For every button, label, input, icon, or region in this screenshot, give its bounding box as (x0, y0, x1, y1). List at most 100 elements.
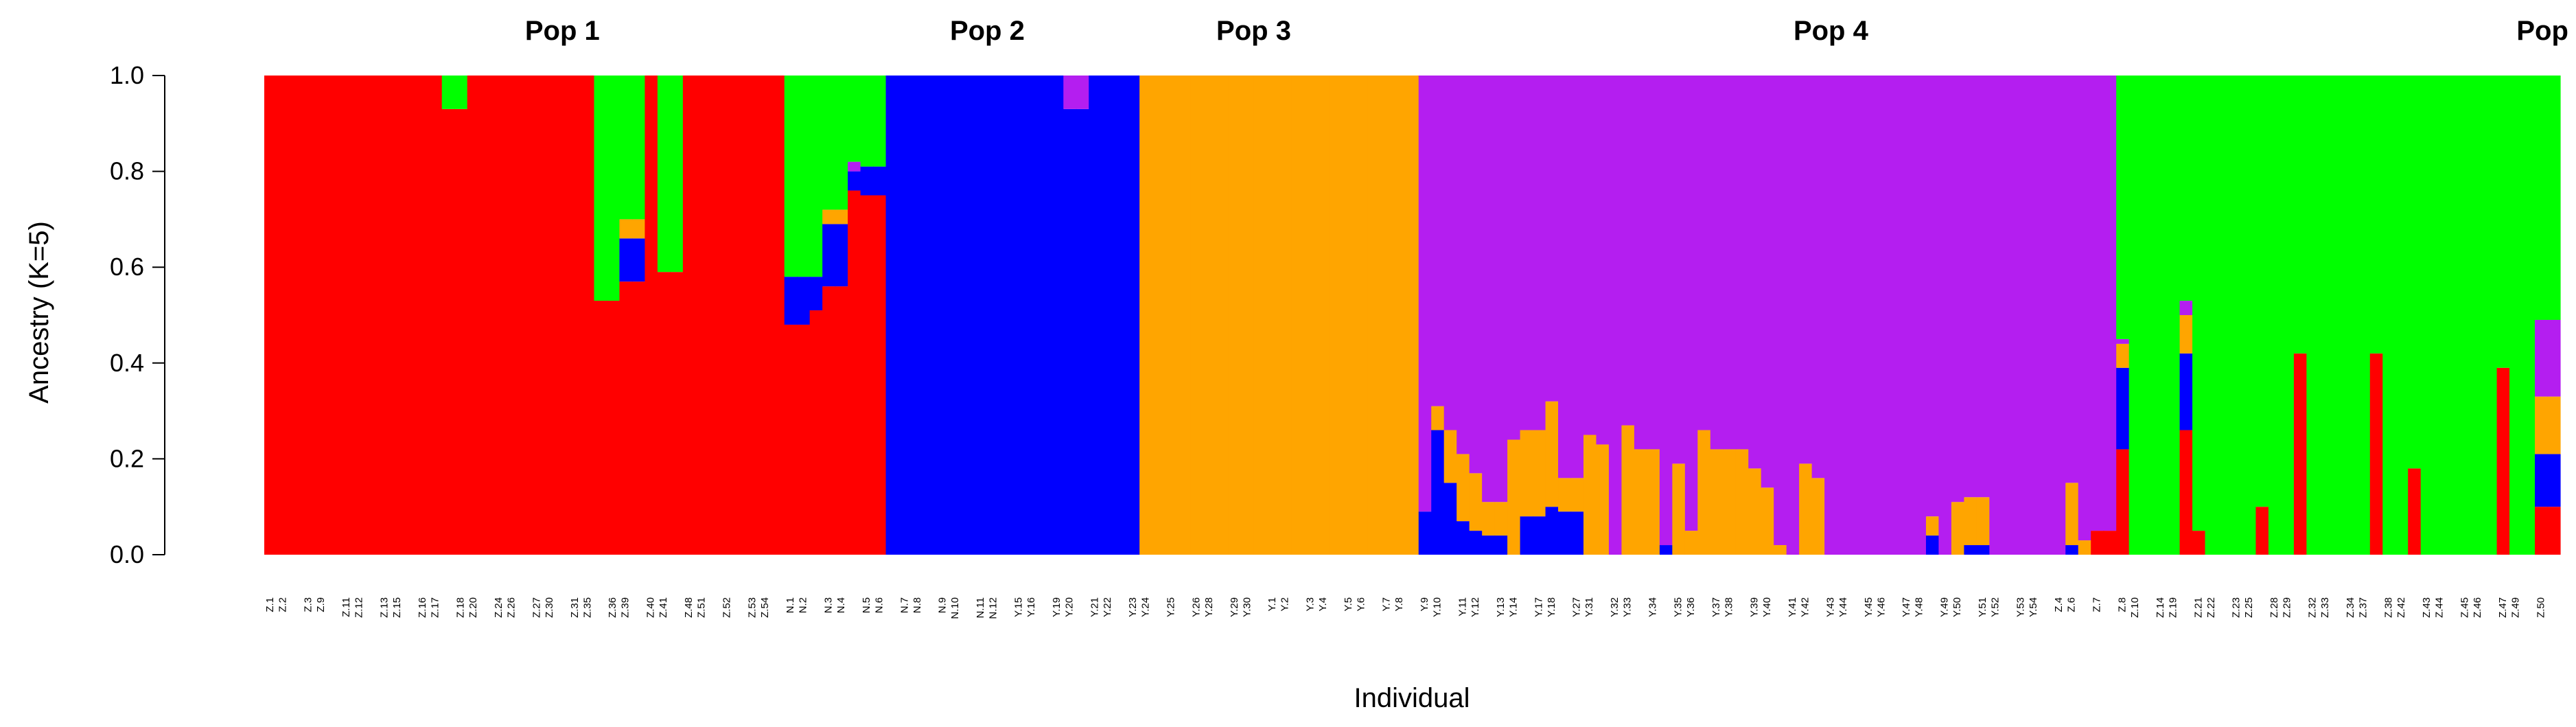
individual-label: Z.32 (2307, 597, 2319, 618)
bar-segment (2116, 76, 2130, 339)
individual-label: N.5 (861, 597, 872, 613)
bar-segment (568, 76, 582, 555)
individual-label: Y.31 (1583, 597, 1595, 617)
bar-segment (1723, 76, 1737, 450)
bar-segment (2179, 315, 2193, 354)
y-axis: 0.0 0.2 0.4 0.6 0.8 1.0 (110, 61, 165, 568)
bar-segment (1469, 473, 1483, 531)
bar-segment (784, 277, 798, 325)
bar-segment (1774, 76, 1787, 546)
bar-segment (1811, 478, 1825, 555)
bar-segment (1469, 76, 1483, 474)
bar-segment (531, 76, 544, 555)
bar-segment (2027, 76, 2041, 555)
bar-segment (1520, 516, 1533, 555)
individual-label: Z.31 (569, 597, 581, 618)
bar-segment (2001, 76, 2015, 555)
bar-segment (2535, 396, 2549, 454)
population-title: Pop 1 (525, 16, 600, 46)
bar-segment (809, 277, 823, 311)
bar-segment (1583, 76, 1597, 435)
bar-segment (1152, 76, 1165, 555)
individual-label: Y.52 (1990, 597, 2001, 617)
bar-segment (1951, 502, 1965, 555)
bar-segment (2484, 76, 2498, 555)
bar-segment (1076, 76, 1089, 109)
bar-segment (2167, 76, 2181, 555)
bar-segment (936, 76, 950, 555)
bar-segment (657, 76, 671, 273)
bar-segment (404, 76, 417, 555)
individual-label: Y.20 (1063, 597, 1075, 617)
bar-segment (1266, 76, 1280, 555)
individual-label: Z.37 (2357, 597, 2369, 618)
bar-segment (860, 166, 874, 196)
individual-label: Z.10 (2129, 597, 2141, 618)
bar-segment (987, 76, 1001, 555)
bar-segment (1976, 497, 1990, 546)
bar-segment (1811, 76, 1825, 478)
bar-segment (543, 76, 557, 555)
individual-label: Y.28 (1203, 597, 1215, 617)
individual-label: N.2 (797, 597, 809, 613)
bar-segment (1697, 430, 1711, 555)
bar-segment (2255, 507, 2269, 555)
bar-segment (2255, 76, 2269, 507)
individual-label: Z.13 (379, 597, 391, 618)
bar-segment (848, 76, 861, 162)
bar-segment (631, 76, 646, 220)
bar-segment (2142, 76, 2155, 555)
bar-segment (1824, 76, 1838, 555)
bar-segment (2065, 76, 2079, 483)
bar-segment (797, 324, 811, 555)
individual-label: Y.4 (1317, 597, 1329, 612)
individual-label: Y.27 (1571, 597, 1583, 617)
individual-label: Y.24 (1139, 597, 1151, 617)
bar-segment (1228, 76, 1242, 555)
bar-segment (2547, 507, 2561, 555)
individual-label: Y.33 (1622, 597, 1634, 617)
bar-segment (1697, 76, 1711, 430)
bar-segment (454, 108, 468, 555)
bar-segment (1723, 449, 1737, 555)
y-axis-label: Ancestry (K=5) (24, 221, 54, 404)
individual-label: Y.42 (1799, 597, 1811, 617)
individual-label: N.12 (988, 597, 999, 619)
individual-label: Z.45 (2459, 597, 2470, 618)
individual-label: Y.51 (1977, 597, 1988, 617)
bar-segment (2369, 76, 2383, 354)
individual-label: Y.46 (1875, 597, 1887, 617)
bar-segment (1038, 76, 1052, 555)
bar-segment (1165, 76, 1179, 555)
individual-label: Z.8 (2116, 597, 2128, 612)
bar-segment (378, 76, 392, 555)
bar-segment (1862, 76, 1876, 555)
bar-segment (1482, 76, 1496, 503)
bar-segment (340, 76, 353, 555)
bar-segment (1735, 449, 1749, 555)
bar-segment (746, 76, 760, 555)
individual-label: Y.16 (1025, 597, 1037, 617)
bar-segment (1545, 507, 1559, 555)
individual-label: Y.47 (1901, 597, 1912, 617)
individual-label: N.7 (898, 597, 910, 613)
bar-segment (1964, 497, 1977, 546)
individual-label: Y.1 (1266, 597, 1278, 612)
bar-segment (1050, 76, 1064, 555)
individual-label: Y.18 (1546, 597, 1557, 617)
bar-segment (1494, 535, 1508, 555)
bar-segment (835, 209, 848, 224)
bar-segment (1710, 449, 1724, 555)
individual-label: Z.9 (315, 597, 327, 612)
bar-segment (1101, 76, 1115, 555)
individual-label: Y.38 (1723, 597, 1734, 617)
bar-segment (1507, 439, 1521, 555)
bar-segment (835, 224, 848, 287)
bar-segment (2230, 76, 2244, 555)
bar-segment (2319, 76, 2332, 555)
individual-label: Y.22 (1102, 597, 1113, 617)
bar-segment (1925, 535, 1940, 555)
bar-segment (682, 76, 696, 555)
bar-segment (2078, 540, 2091, 555)
population-titles: Pop 1 Pop 2 Pop 3 Pop 4 Pop 5 (525, 16, 2576, 46)
